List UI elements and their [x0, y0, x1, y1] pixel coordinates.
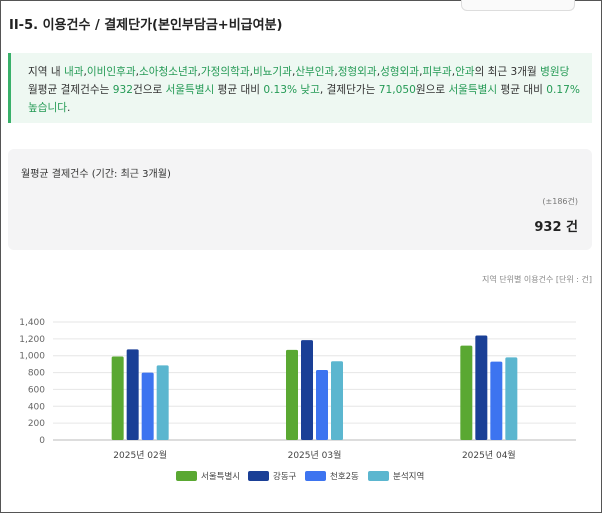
summary-highlight: 정형외과	[337, 66, 377, 78]
summary-highlight: 이비인후과	[86, 66, 136, 78]
summary-segment: , 결제단가는	[319, 84, 379, 96]
card-title: 월평균 결제건수 (기간: 최근 3개월)	[21, 169, 171, 180]
x-tick-label: 2025년 02월	[113, 449, 167, 461]
summary-segment: 월평균 결제건수는	[28, 84, 113, 96]
y-tick-label: 1,400	[19, 318, 45, 328]
legend-swatch	[248, 471, 269, 481]
y-tick-label: 600	[28, 385, 45, 395]
bar-2-0	[141, 372, 154, 440]
summary-segment: 평균 대비	[214, 84, 264, 96]
summary-highlight: 서울특별시	[448, 84, 498, 96]
summary-segment: 원으로	[415, 84, 449, 96]
summary-segment: ,	[249, 66, 253, 78]
y-tick-label: 0	[39, 436, 45, 446]
card-value: 932 건	[534, 220, 578, 235]
y-tick-label: 200	[28, 419, 45, 429]
legend-swatch	[176, 471, 197, 481]
bar-1-0	[126, 349, 139, 440]
summary-highlight: 비뇨기과	[252, 66, 292, 78]
summary-segment: .	[67, 102, 71, 114]
summary-highlight: 안과	[455, 66, 475, 78]
bar-1-1	[301, 340, 313, 440]
summary-segment: 지역 내	[28, 66, 64, 78]
y-tick-label: 400	[28, 402, 45, 412]
legend-label: 천호2동	[330, 472, 359, 482]
legend-label: 서울특별시	[201, 472, 241, 482]
legend-swatch	[305, 471, 326, 481]
summary-highlight: 내과	[63, 66, 84, 78]
summary-segment: 의 최근 3개월	[474, 66, 541, 78]
bar-3-1	[331, 361, 343, 440]
summary-highlight: 산부인과	[295, 66, 335, 78]
summary-segment: ,	[451, 66, 456, 78]
summary-highlight: 소아청소년과	[138, 66, 198, 78]
bar-0-1	[286, 349, 298, 440]
summary-highlight: 932	[112, 84, 133, 96]
summary-segment: ,	[197, 66, 201, 78]
legend-label: 강동구	[273, 472, 297, 482]
summary-segment: ,	[376, 66, 381, 78]
summary-segment: ,	[135, 66, 139, 78]
bar-3-2	[505, 357, 518, 440]
x-tick-label: 2025년 03월	[288, 449, 342, 461]
summary-segment: ,	[291, 66, 296, 78]
y-tick-label: 1,000	[19, 352, 45, 362]
summary-box: 지역 내 내과,이비인후과,소아청소년과,가정의학과,비뇨기과,산부인과,정형외…	[8, 53, 592, 123]
x-tick-label: 2025년 04월	[462, 449, 516, 461]
summary-highlight: 병원당	[540, 66, 570, 78]
summary-highlight: 서울특별시	[165, 84, 215, 96]
legend-swatch	[368, 471, 389, 481]
section-heading: II-5. 이용건수 / 결제단가(본인부담금+비급여분)	[9, 18, 283, 33]
summary-segment: ,	[419, 66, 423, 78]
summary-segment: ,	[83, 66, 87, 78]
bar-chart: 0 200 400 600 800 1,000 1,200 1,400 2025년 02월 202…	[19, 318, 576, 461]
card-diff: (±186건)	[542, 197, 578, 206]
chart-unit-note: 지역 단위별 이용건수 [단위 : 건]	[482, 275, 592, 284]
summary-highlight: 피부과	[422, 66, 452, 78]
summary-highlight: 0.17% 높습니다	[28, 84, 580, 114]
summary-segment: 건으로	[132, 84, 166, 96]
bar-0-2	[460, 345, 473, 440]
bar-3-0	[156, 365, 169, 440]
summary-segment: 평균 대비	[497, 84, 547, 96]
summary-highlight: 가정의학과	[200, 66, 250, 78]
monthly-count-card: 월평균 결제건수 (기간: 최근 3개월) (±186건) 932 건	[8, 149, 592, 250]
summary-segment: ,	[334, 66, 338, 78]
summary-highlight: 성형외과	[380, 66, 420, 78]
summary-highlight: 0.13% 낮고	[263, 84, 320, 96]
top-decor-box	[461, 0, 575, 11]
summary-highlight: 71,050	[378, 84, 416, 96]
chart-legend: 서울특별시 강동구 천호2동 분석지역	[0, 466, 602, 486]
bar-2-2	[490, 361, 503, 440]
bar-2-1	[316, 370, 328, 440]
y-tick-label: 1,200	[19, 335, 45, 345]
summary-text: 지역 내 내과,이비인후과,소아청소년과,가정의학과,비뇨기과,산부인과,정형외…	[28, 63, 580, 117]
y-tick-label: 800	[28, 369, 45, 379]
legend-label: 분석지역	[393, 472, 425, 482]
bar-1-2	[475, 335, 488, 440]
bar-0-0	[111, 356, 124, 440]
